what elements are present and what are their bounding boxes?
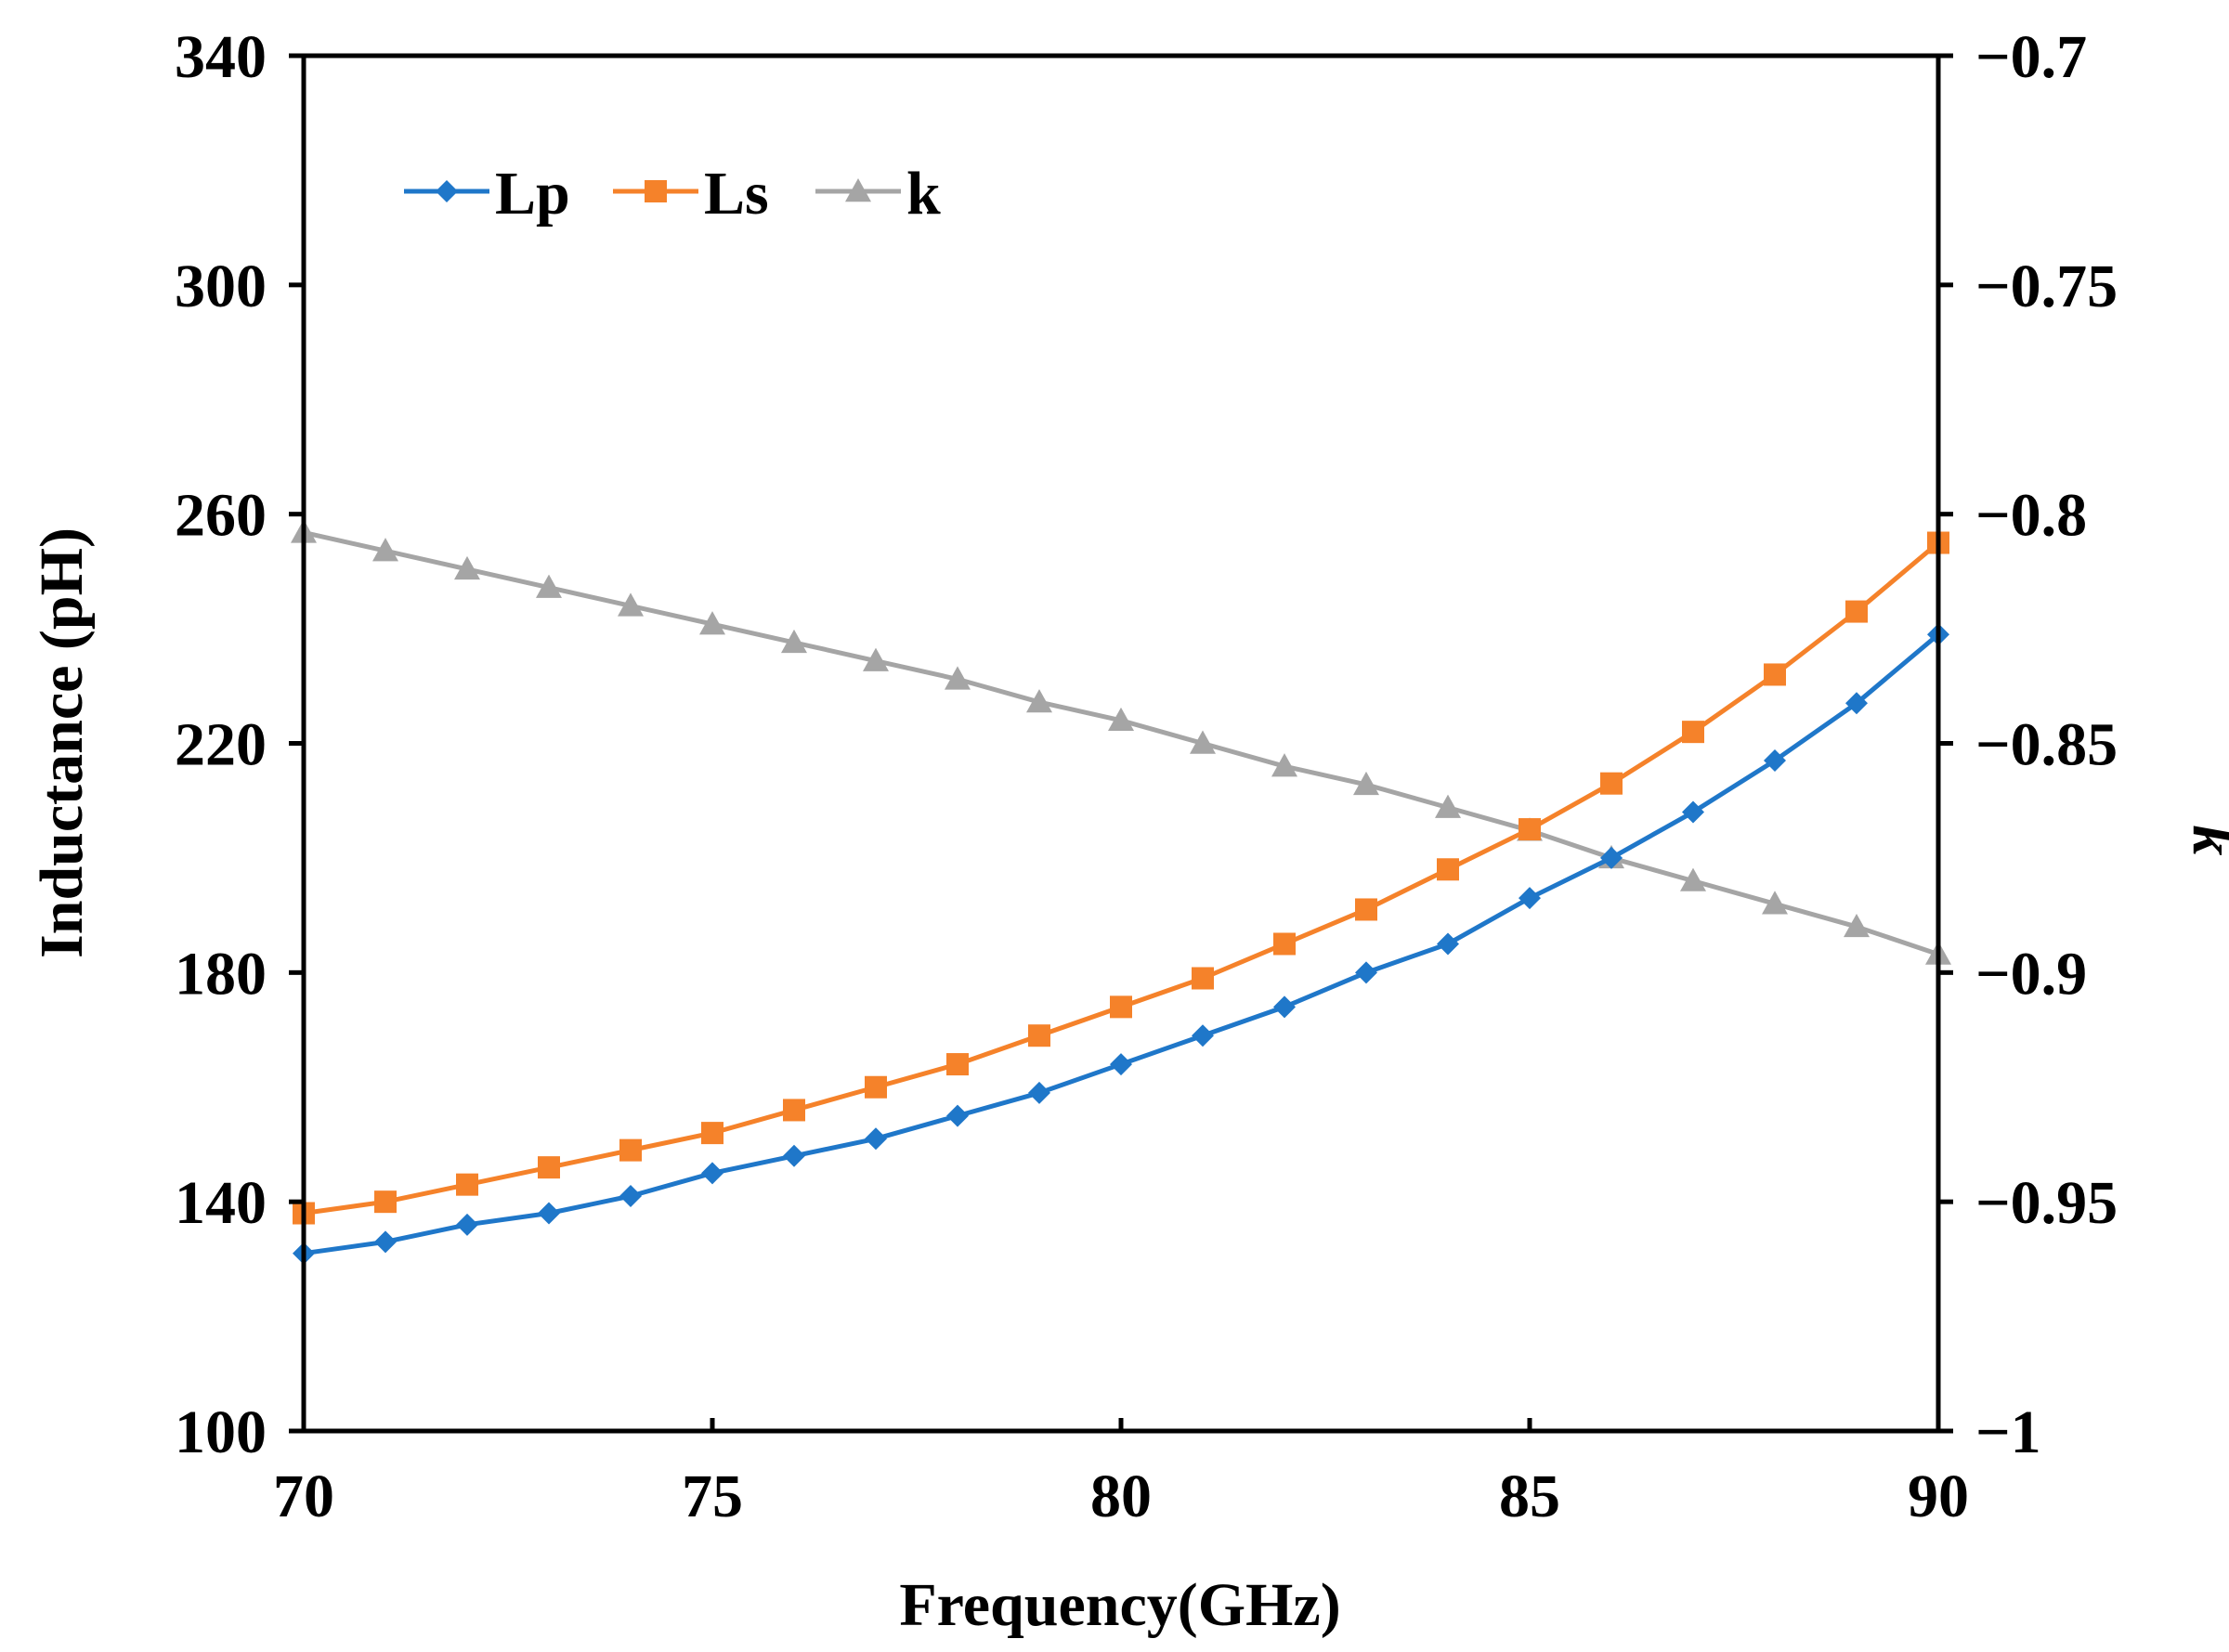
y-axis-title: Inductance (pH) [28,527,96,958]
x-tick-label: 75 [682,1463,743,1530]
legend-item-Ls: Ls [613,160,769,228]
data-point-Lp [1600,846,1623,869]
data-point-Ls [538,1156,560,1179]
data-point-Ls [1845,600,1868,623]
y-tick-label: 100 [175,1398,267,1466]
data-point-Ls [1273,932,1296,956]
legend-item-k: k [815,160,941,228]
y2-tick-label: −0.9 [1975,940,2087,1008]
data-point-k [1108,707,1134,732]
data-point-k [1190,730,1216,754]
plot-frame [301,53,1941,1434]
data-point-Ls [783,1099,805,1122]
series-Lp [293,623,1949,1265]
data-point-Lp [701,1162,723,1185]
y-tick-label: 340 [175,23,267,91]
y2-tick-label: −0.85 [1975,711,2118,779]
data-point-Ls [374,1190,397,1214]
data-point-Ls [701,1122,723,1145]
data-point-Lp [1682,800,1704,824]
data-point-Ls [619,1138,642,1162]
data-point-k [945,666,971,690]
y-tick-label: 180 [175,940,267,1008]
legend: Lp Ls k [404,160,941,228]
data-point-Ls [1519,818,1541,841]
data-point-k [863,647,889,671]
data-point-Ls [1028,1024,1050,1047]
data-point-Ls [946,1053,969,1076]
data-point-Lp [1764,749,1786,773]
data-point-k [1762,891,1788,915]
data-point-Lp [538,1202,560,1225]
y-tick-label: 140 [175,1169,267,1237]
y2-tick-label: −0.75 [1975,253,2118,320]
y2-tick-label: −0.8 [1975,482,2087,550]
data-point-Lp [783,1144,805,1167]
data-point-k [454,555,480,580]
data-point-Lp [1028,1081,1050,1104]
data-point-k [781,629,807,654]
legend-label: k [906,160,941,228]
y2-axis-title: k [2180,826,2229,856]
y2-tick-label: −0.95 [1975,1169,2118,1237]
y-tick-label: 220 [175,711,267,779]
legend-label: Lp [495,160,570,228]
data-point-Ls [1437,858,1459,881]
data-point-Ls [1355,898,1377,921]
data-point-Ls [1764,663,1786,686]
x-axis-title: Frequency(GHz) [899,1571,1340,1639]
plot-area [291,519,1951,1265]
data-point-k [1026,689,1052,713]
data-point-k [699,611,725,635]
data-point-Ls [456,1173,478,1196]
legend-marker [845,178,871,202]
legend-marker [645,180,667,202]
y2-tick-label: −1 [1975,1398,2041,1466]
data-point-Ls [865,1075,887,1099]
data-point-Ls [1600,772,1623,795]
data-point-Lp [946,1104,969,1127]
data-point-k [1353,771,1379,796]
legend-marker [436,180,458,202]
data-point-Ls [1192,967,1214,990]
x-tick-label: 90 [1908,1463,1969,1530]
data-point-k [1271,753,1297,777]
y2-tick-label: −0.7 [1975,23,2087,91]
axis-ticks: 70 75 80 85 90 100 140 180 220 260 300 340 −1 −0.95 −0… [175,23,2118,1530]
data-point-k [1680,867,1706,891]
legend-label: Ls [704,160,769,228]
data-point-k [536,574,562,598]
data-point-Lp [619,1184,642,1207]
legend-item-Lp: Lp [404,160,570,228]
data-point-Lp [1355,961,1377,984]
x-tick-label: 70 [273,1463,334,1530]
x-tick-label: 80 [1090,1463,1152,1530]
data-point-Lp [1519,887,1541,910]
x-tick-label: 85 [1499,1463,1560,1530]
data-point-Lp [374,1230,397,1254]
data-point-k [1844,913,1870,938]
data-point-Lp [865,1127,887,1151]
data-point-Lp [456,1213,478,1236]
data-point-k [372,538,398,562]
data-point-Ls [1110,995,1132,1019]
data-point-Lp [1273,995,1296,1019]
data-point-Lp [1110,1053,1132,1076]
series-Ls [293,531,1949,1225]
y-tick-label: 260 [175,482,267,550]
data-point-Lp [1437,932,1459,956]
data-point-Lp [1192,1024,1214,1047]
data-point-k [1435,794,1461,818]
y-tick-label: 300 [175,253,267,320]
data-point-Ls [1682,721,1704,744]
data-point-k [618,592,644,617]
data-point-Lp [1845,692,1868,715]
